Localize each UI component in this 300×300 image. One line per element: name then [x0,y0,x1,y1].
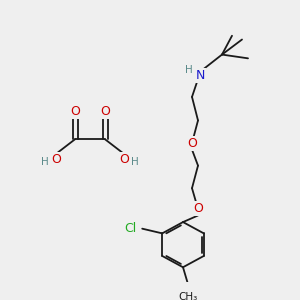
Text: O: O [51,154,61,166]
Text: O: O [193,202,203,215]
Text: Cl: Cl [124,222,136,235]
Text: O: O [119,154,129,166]
Text: O: O [187,136,197,149]
Text: H: H [185,64,193,75]
Text: CH₃: CH₃ [178,292,198,300]
Text: O: O [70,104,80,118]
Text: N: N [195,69,205,82]
Text: H: H [41,157,49,167]
Text: O: O [100,104,110,118]
Text: H: H [131,157,139,167]
